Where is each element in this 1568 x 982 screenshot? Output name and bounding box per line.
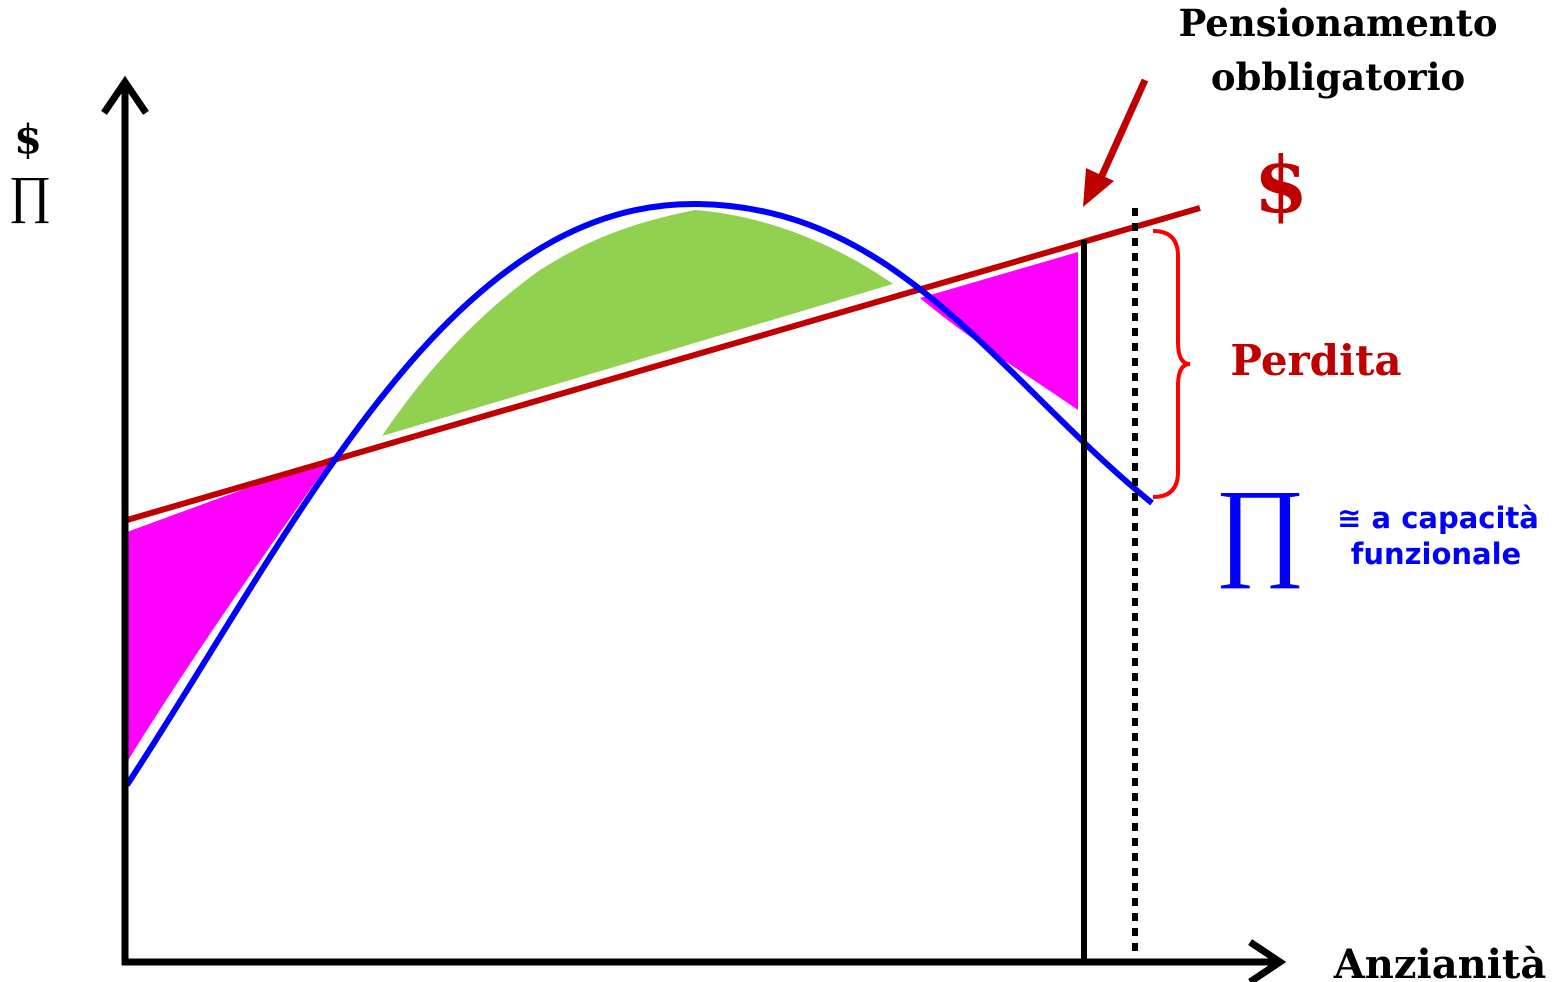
dollar-pay-line [126,205,1201,523]
retirement-pointer-arrowhead-icon [1083,168,1114,207]
dollar-curve-label: $ [1254,140,1308,231]
pi-capacity-curve [124,200,1154,787]
retirement-pointer-line [1096,78,1149,182]
capacity-label-line2: funzionale [1351,537,1521,571]
late-career-loss-region [920,252,1078,410]
x-axis-arrow-icon [1248,939,1287,982]
capacity-label-line1: ≅ a capacità [1337,501,1539,535]
loss-brace-icon [1152,229,1191,499]
early-career-loss-region [127,456,334,762]
loss-label: Perdita [1230,336,1401,385]
x-axis-label: Anzianità [1333,941,1547,982]
pi-curve-label: ∏ [1215,467,1306,589]
y-axis-dollar-label: $ [14,116,42,163]
retirement-label-line2: obbligatorio [1211,55,1465,99]
y-axis-pi-label: ∏ [9,167,52,224]
retirement-label-line1: Pensionamento [1178,1,1497,45]
mid-career-gain-region [382,210,893,436]
y-axis-arrow-icon [101,75,149,115]
